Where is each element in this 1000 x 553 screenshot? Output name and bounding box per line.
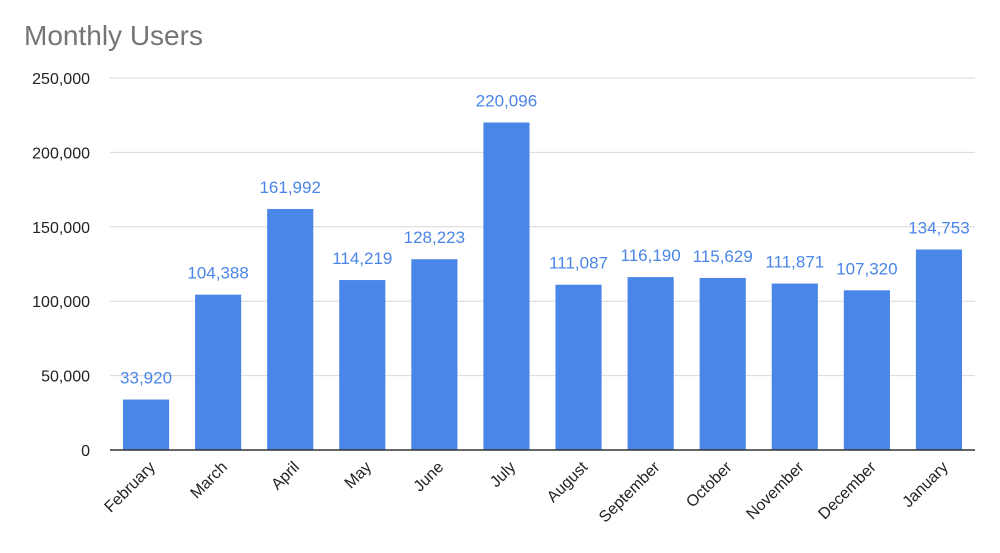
- data-label: 116,190: [621, 246, 681, 265]
- y-tick-label: 50,000: [41, 369, 90, 386]
- x-tick-label: February: [102, 459, 159, 516]
- data-label: 220,096: [476, 91, 537, 110]
- x-tick-label: April: [268, 459, 303, 494]
- bar-june: [411, 259, 458, 450]
- data-label: 114,219: [332, 249, 392, 268]
- y-tick-label: 100,000: [32, 294, 90, 311]
- x-tick-label: January: [900, 459, 952, 511]
- data-label: 128,223: [404, 228, 465, 247]
- bar-july: [483, 122, 530, 450]
- x-tick-label: October: [683, 458, 736, 511]
- x-tick-label: September: [596, 458, 664, 526]
- data-label: 33,920: [120, 369, 172, 388]
- x-tick-label: March: [187, 459, 230, 502]
- x-tick-label: May: [342, 459, 375, 492]
- data-label: 107,320: [836, 259, 897, 278]
- data-label: 111,871: [765, 253, 824, 272]
- data-label: 111,087: [549, 254, 608, 273]
- chart-title: Monthly Users: [24, 20, 203, 51]
- y-tick-label: 0: [81, 443, 90, 460]
- x-tick-label: August: [544, 458, 592, 506]
- y-tick-label: 150,000: [32, 220, 90, 237]
- bar-february: [122, 399, 170, 450]
- data-label: 104,388: [187, 264, 248, 283]
- x-tick-label: June: [411, 459, 448, 496]
- bar-january: [915, 249, 963, 450]
- data-label: 134,753: [908, 218, 969, 237]
- bar-december: [843, 290, 890, 450]
- x-tick-label: July: [487, 459, 519, 491]
- bars: [122, 122, 963, 450]
- bar-october: [699, 277, 746, 450]
- bar-may: [339, 280, 386, 450]
- x-tick-label: November: [743, 458, 808, 523]
- gridlines: [110, 77, 975, 377]
- y-tick-label: 250,000: [32, 71, 90, 88]
- data-label: 161,992: [259, 178, 320, 197]
- y-tick-label: 200,000: [32, 145, 90, 162]
- y-axis-tick-labels: 0 50,000 100,000 150,000 200,000 250,000: [32, 71, 90, 460]
- bar-march: [195, 294, 242, 450]
- bar-november: [771, 283, 818, 450]
- data-label: 115,629: [693, 247, 753, 266]
- x-axis-tick-labels: February March April May June July August Septe…: [102, 458, 952, 526]
- bar-september: [627, 277, 674, 450]
- bar-august: [555, 284, 602, 450]
- data-labels: 33,920 104,388 161,992 114,219 128,223 220,09…: [120, 91, 970, 387]
- x-tick-label: December: [815, 458, 880, 523]
- bar-april: [267, 208, 314, 450]
